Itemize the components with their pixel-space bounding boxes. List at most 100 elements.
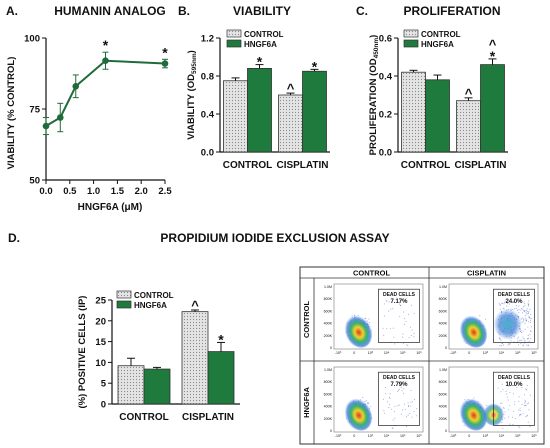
flow-event-dot (523, 319, 525, 321)
flow-event-dot (523, 404, 525, 407)
flow-event-dot (514, 401, 516, 403)
flow-event-dot (388, 407, 390, 409)
gate-label: DEAD CELLS (383, 292, 416, 298)
flow-event-dot (410, 401, 412, 403)
flow-event-dot (406, 344, 408, 346)
flow-event-dot (519, 407, 521, 409)
x-axis-label: HNGF6A (μM) (78, 202, 143, 213)
flow-event-dot (524, 340, 526, 342)
y-tick-label: 5 (101, 379, 107, 390)
gate-label: DEAD CELLS (383, 375, 416, 381)
flow-x-tick-label: 10⁵ (515, 351, 521, 355)
flow-event-dot (410, 304, 412, 306)
flow-event-dot (405, 320, 407, 323)
flow-event-dot (502, 344, 505, 346)
flow-event-dot (520, 414, 522, 416)
dead-cells-gate (493, 371, 535, 426)
flow-event-dot (501, 302, 503, 304)
flow-event-dot (528, 311, 530, 313)
flow-event-dot (521, 312, 524, 314)
flow-y-tick-label: 1.0M (439, 285, 447, 289)
legend-label: HNGF6A (134, 301, 167, 310)
flow-event-dot (530, 326, 532, 328)
flow-event-dot (525, 318, 527, 321)
flow-event-dot (397, 405, 399, 407)
flow-event-dot (518, 309, 520, 311)
panel-letter: C. (356, 4, 368, 18)
gate-percentage: 7.17% (390, 299, 408, 305)
flow-event-dot (497, 387, 499, 389)
flow-x-tick-label: 10⁵ (400, 434, 406, 438)
flow-event-dot (507, 344, 509, 346)
flow-event-dot (518, 415, 520, 417)
flow-event-dot (509, 391, 511, 393)
flow-event-dot (505, 390, 507, 392)
flow-y-tick-label: 0 (445, 346, 447, 350)
flow-y-tick-label: 400K (324, 405, 333, 409)
flow-event-dot (520, 342, 522, 344)
bar-control-cisplatin (181, 311, 209, 405)
flow-event-dot (527, 310, 529, 312)
flow-event-dot (527, 421, 529, 423)
flow-event-dot (499, 308, 501, 310)
flow-y-tick-label: 800K (439, 380, 448, 384)
flow-event-dot (515, 307, 517, 309)
flow-event-dot (528, 312, 530, 314)
flow-event-dot (392, 419, 394, 421)
flow-x-tick-label: 10³ (483, 351, 489, 355)
y-tick-label: 15 (95, 337, 106, 348)
flow-y-tick-label: 1.0M (439, 368, 447, 372)
x-tick-label: 0.5 (63, 186, 77, 197)
flow-y-tick-label: 200K (439, 417, 448, 421)
x-tick-label: 0.0 (39, 186, 52, 197)
flow-event-dot (388, 310, 390, 312)
flow-event-dot (398, 404, 400, 406)
flow-event-dot (407, 345, 409, 347)
flow-event-dot (416, 408, 418, 410)
flow-event-dot (528, 409, 530, 411)
flow-event-dot (509, 423, 511, 425)
flow-row-label: CONTROL (302, 301, 311, 338)
flow-y-tick-label: 400K (439, 405, 448, 409)
flow-event-dot (389, 404, 391, 406)
dead-cells-gate (493, 288, 535, 343)
y-tick-label: 1.2 (201, 34, 214, 45)
flow-event-dot (518, 400, 520, 402)
flow-event-dot (407, 414, 409, 416)
flow-event-dot (383, 410, 385, 412)
flow-event-dot (383, 303, 385, 305)
data-point (102, 57, 109, 65)
panel-d: D. PROPIDIUM IODIDE EXCLUSION ASSAY 0 5 10 15… (8, 231, 390, 423)
flow-event-dot (526, 415, 528, 417)
flow-event-dot (399, 304, 402, 306)
y-tick-label: 0.2 (379, 110, 392, 121)
flow-event-dot (517, 309, 519, 311)
flow-event-dot (403, 311, 405, 313)
flow-event-dot (507, 399, 509, 401)
flow-event-dot (393, 410, 395, 413)
flow-event-dot (519, 339, 521, 341)
flow-event-dot (523, 337, 525, 340)
flow-y-tick-label: 600K (324, 392, 333, 396)
flow-event-dot (499, 345, 501, 347)
flow-event-dot (503, 407, 505, 410)
x-category-label: CONTROL (119, 412, 168, 423)
flow-y-tick-label: 200K (324, 417, 333, 421)
flow-event-dot (506, 305, 508, 307)
flow-density-cloud (343, 396, 373, 431)
flow-event-dot (401, 336, 404, 338)
flow-event-dot (518, 311, 520, 314)
flow-x-tick-label: 10⁶ (416, 434, 422, 438)
significance-mark: * (312, 58, 318, 74)
flow-event-dot (529, 321, 532, 324)
flow-event-dot (403, 323, 406, 325)
flow-event-dot (498, 302, 500, 304)
significance-mark: * (103, 37, 109, 53)
flow-event-dot (410, 334, 412, 337)
panel-letter: A. (6, 4, 18, 18)
flow-event-dot (405, 416, 408, 418)
series-line (45, 59, 166, 127)
flow-event-dot (502, 428, 504, 430)
